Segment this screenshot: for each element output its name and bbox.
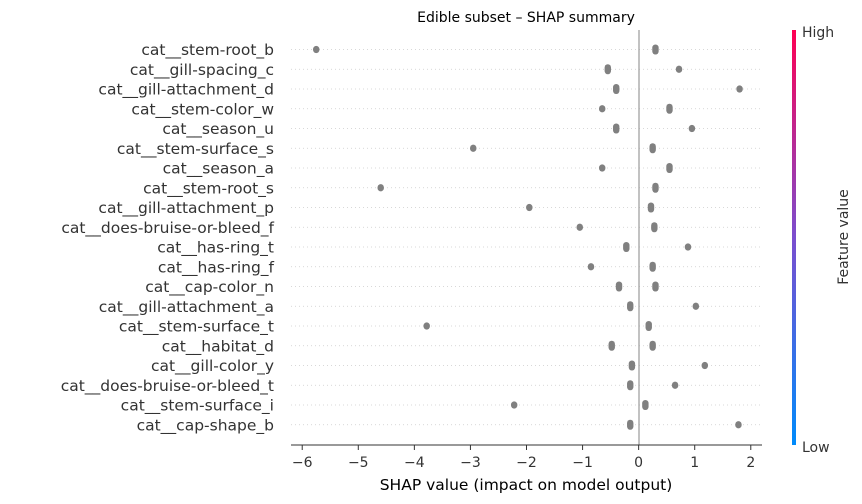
feature-row: cat__gill-color_y: [151, 357, 762, 376]
x-tick-label: 1: [690, 455, 699, 471]
feature-row: cat__gill-attachment_d: [98, 81, 762, 100]
x-tick-label: −6: [292, 455, 313, 471]
shap-point: [671, 381, 679, 389]
shap-point: [526, 203, 533, 212]
feature-label: cat__season_u: [162, 120, 274, 139]
shap-point: [627, 301, 634, 312]
feature-row: cat__season_u: [162, 120, 762, 139]
feature-row: cat__cap-shape_b: [137, 416, 762, 435]
colorbar-high-label: High: [802, 25, 834, 41]
feature-label: cat__stem-color_w: [131, 100, 274, 119]
shap-point: [649, 340, 656, 351]
feature-label: cat__gill-attachment_p: [98, 199, 274, 218]
shap-point: [652, 44, 659, 55]
shap-point: [510, 401, 518, 409]
feature-label: cat__stem-surface_t: [119, 318, 274, 337]
shap-point: [675, 65, 683, 73]
feature-label: cat__cap-shape_b: [137, 416, 274, 435]
feature-row: cat__stem-surface_s: [117, 140, 762, 159]
feature-row: cat__season_a: [163, 160, 762, 179]
feature-rows: cat__stem-root_bcat__gill-spacing_ccat__…: [61, 41, 762, 435]
feature-label: cat__stem-root_b: [141, 41, 274, 60]
feature-row: cat__has-ring_f: [158, 258, 762, 277]
feature-row: cat__cap-color_n: [145, 278, 762, 297]
feature-row: cat__stem-surface_i: [121, 397, 762, 416]
shap-point: [627, 419, 634, 430]
feature-label: cat__season_a: [163, 160, 274, 179]
feature-label: cat__does-bruise-or-bleed_t: [61, 377, 274, 396]
shap-point: [423, 322, 430, 330]
feature-row: cat__gill-attachment_a: [99, 298, 762, 317]
shap-point: [470, 144, 477, 152]
feature-label: cat__gill-attachment_d: [98, 81, 274, 100]
shap-point: [613, 123, 620, 134]
shap-point: [313, 45, 320, 54]
shap-point: [652, 182, 659, 193]
feature-row: cat__gill-attachment_p: [98, 199, 762, 218]
shap-point: [652, 281, 659, 292]
shap-point: [649, 143, 656, 154]
shap-point: [377, 184, 384, 192]
feature-label: cat__stem-surface_s: [117, 140, 274, 159]
feature-label: cat__stem-root_s: [143, 179, 274, 198]
feature-row: cat__stem-color_w: [131, 100, 762, 119]
shap-point: [736, 85, 743, 93]
shap-point: [645, 321, 652, 331]
x-tick-label: 0: [634, 455, 643, 471]
feature-label: cat__has-ring_f: [158, 258, 275, 277]
chart-title: Edible subset – SHAP summary: [417, 10, 635, 26]
x-tick-label: −1: [572, 455, 593, 471]
shap-point: [613, 84, 620, 94]
colorbar: [792, 30, 796, 445]
feature-row: cat__does-bruise-or-bleed_f: [61, 219, 762, 238]
shap-point: [604, 64, 612, 75]
x-axis-title: SHAP value (impact on model output): [380, 476, 673, 494]
shap-point: [587, 263, 595, 271]
x-ticks: −6 −5 −4 −3 −2 −1 0 1 2: [292, 445, 755, 471]
shap-point: [627, 380, 634, 391]
shap-point: [735, 421, 742, 429]
x-tick-label: −4: [404, 455, 425, 471]
feature-label: cat__does-bruise-or-bleed_f: [61, 219, 274, 238]
shap-point: [628, 360, 636, 371]
feature-label: cat__habitat_d: [162, 337, 274, 356]
x-tick-label: −5: [348, 455, 369, 471]
feature-row: cat__stem-root_s: [143, 179, 762, 198]
x-tick-label: −3: [460, 455, 481, 471]
feature-label: cat__stem-surface_i: [121, 397, 274, 416]
colorbar-low-label: Low: [802, 440, 830, 456]
shap-point: [649, 261, 656, 272]
shap-point: [598, 164, 606, 172]
feature-label: cat__cap-color_n: [145, 278, 274, 297]
shap-point: [651, 222, 658, 233]
feature-row: cat__does-bruise-or-bleed_t: [61, 377, 762, 396]
shap-point: [608, 340, 615, 351]
feature-row: cat__gill-spacing_c: [130, 61, 762, 80]
x-tick-label: 2: [746, 455, 755, 471]
shap-point: [576, 223, 583, 231]
feature-label: cat__gill-attachment_a: [99, 298, 274, 317]
feature-row: cat__has-ring_t: [157, 239, 762, 258]
feature-label: cat__has-ring_t: [157, 239, 274, 258]
feature-row: cat__habitat_d: [162, 337, 762, 356]
shap-point: [615, 281, 623, 292]
feature-label: cat__gill-spacing_c: [130, 61, 274, 80]
feature-label: cat__gill-color_y: [151, 357, 274, 376]
shap-point: [666, 103, 673, 114]
shap-point: [642, 400, 649, 410]
colorbar-title: Feature value: [836, 189, 852, 285]
x-tick-label: −2: [516, 455, 537, 471]
shap-point: [684, 243, 692, 251]
shap-point: [647, 202, 655, 213]
shap-point: [701, 361, 709, 370]
shap-point: [666, 163, 673, 173]
feature-row: cat__stem-root_b: [141, 41, 762, 60]
shap-point: [688, 124, 696, 133]
shap-point: [598, 105, 606, 113]
shap-point: [623, 242, 630, 252]
shap-point: [692, 302, 700, 310]
feature-row: cat__stem-surface_t: [119, 318, 762, 337]
